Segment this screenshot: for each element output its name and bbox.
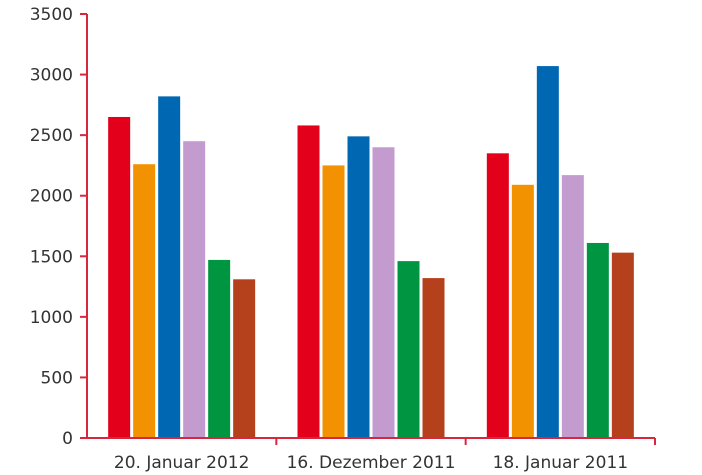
- bar: [372, 147, 395, 438]
- bar: [511, 184, 534, 438]
- bar: [233, 279, 256, 438]
- bar: [397, 261, 420, 438]
- x-category-label: 18. Januar 2011: [493, 453, 629, 473]
- x-category-label: 16. Dezember 2011: [287, 453, 456, 473]
- bars: [108, 66, 634, 439]
- y-tick-label: 2000: [30, 187, 73, 207]
- y-tick-label: 2500: [30, 126, 73, 146]
- bar: [133, 164, 156, 438]
- bar: [208, 259, 231, 438]
- bar: [536, 66, 559, 438]
- y-tick-label: 3000: [30, 66, 73, 86]
- bar: [611, 252, 634, 438]
- bar: [586, 242, 609, 438]
- y-axis-ticks: 0 500 1000 1500 2000 2500 3000 3500: [30, 5, 87, 449]
- x-axis-ticks: [275, 438, 656, 445]
- bar: [561, 175, 584, 438]
- y-tick-label: 500: [41, 368, 73, 388]
- y-tick-label: 1500: [30, 247, 73, 267]
- bar: [422, 278, 445, 438]
- bar: [158, 96, 181, 439]
- bar: [108, 116, 131, 438]
- y-tick-label: 3500: [30, 5, 73, 25]
- bar: [297, 125, 320, 439]
- bar: [347, 136, 370, 438]
- x-axis-labels: 20. Januar 2012 16. Dezember 2011 18. Janu…: [114, 453, 628, 473]
- x-category-label: 20. Januar 2012: [114, 453, 250, 473]
- bar: [183, 141, 206, 438]
- y-tick-label: 1000: [30, 308, 73, 328]
- y-tick-label: 0: [62, 429, 73, 449]
- bar: [322, 165, 345, 438]
- bar: [486, 153, 509, 439]
